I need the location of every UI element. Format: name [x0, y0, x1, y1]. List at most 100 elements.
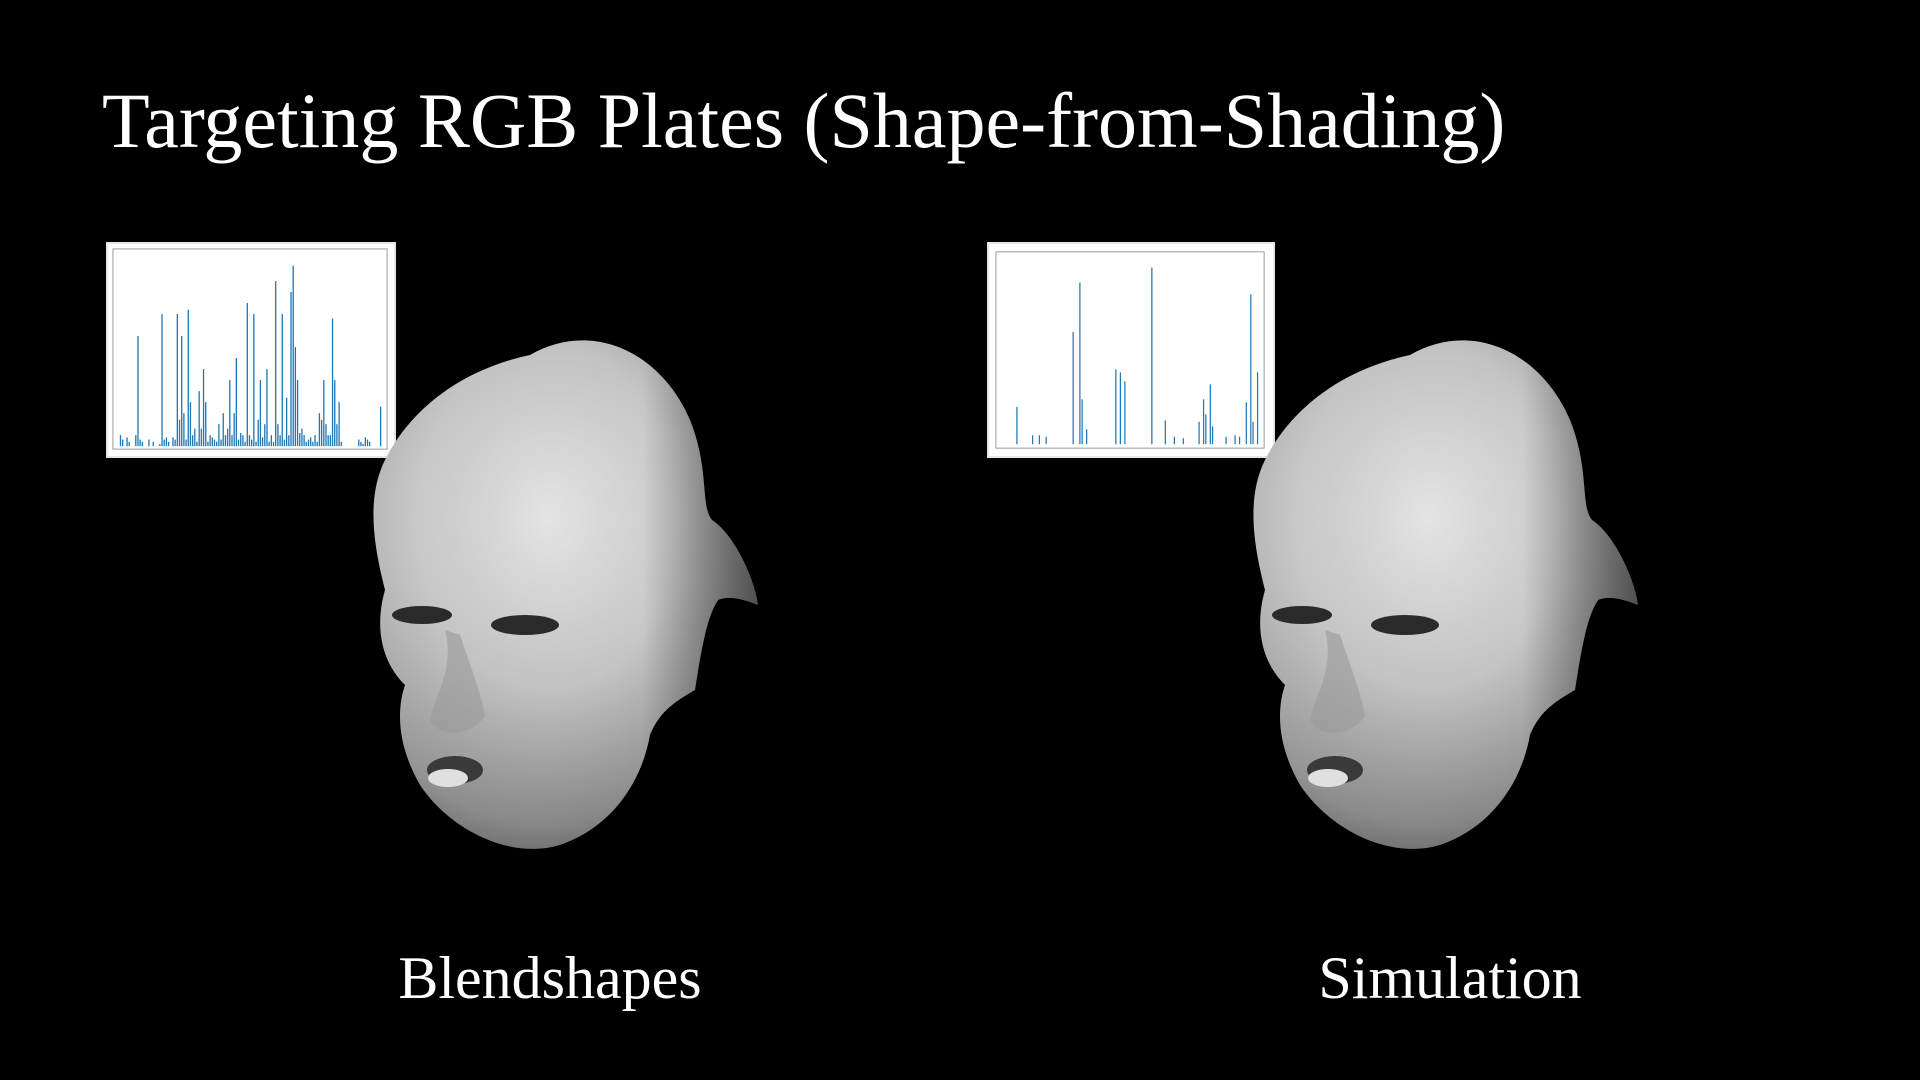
lower-lip — [428, 769, 468, 787]
chart-bar — [1046, 437, 1047, 444]
chart-bar — [172, 437, 173, 446]
chart-bar — [192, 435, 193, 446]
chart-bar — [216, 442, 217, 446]
chart-bars — [1016, 268, 1258, 445]
chart-bar — [244, 442, 245, 446]
chart-bar — [1174, 437, 1175, 444]
chart-bar — [166, 437, 167, 446]
chart-bar — [284, 440, 285, 447]
chart-bar — [188, 310, 189, 447]
chart-bar — [1210, 384, 1211, 444]
chart-bar — [338, 402, 339, 446]
caption-blendshapes: Blendshapes — [398, 948, 701, 1008]
chart-bar — [1183, 438, 1184, 444]
chart-bar — [253, 314, 254, 446]
chart-bar — [273, 442, 274, 446]
chart-bar — [336, 424, 337, 446]
right-eye — [1371, 615, 1439, 635]
chart-bar — [242, 435, 243, 446]
chart-bar — [236, 358, 237, 446]
chart-bar — [159, 444, 160, 446]
chart-bar — [268, 442, 269, 446]
chart-bar — [1151, 268, 1152, 445]
chart-bar — [153, 442, 154, 446]
chart-bar — [1225, 437, 1226, 444]
chart-bar — [262, 437, 263, 446]
chart-bar — [334, 380, 335, 446]
plot-frame — [996, 252, 1264, 448]
chart-bar — [223, 413, 224, 446]
chart-bar — [207, 442, 208, 446]
chart-bar — [179, 420, 180, 446]
chart-bar — [1079, 283, 1080, 445]
chart-bar — [286, 398, 287, 446]
chart-bar — [279, 435, 280, 446]
chart-bar — [140, 440, 141, 447]
chart-bar — [1082, 399, 1083, 444]
right-eye — [491, 615, 559, 635]
chart-bar — [301, 429, 302, 447]
chart-bar — [122, 440, 123, 447]
chart-bar — [168, 442, 169, 446]
chart-bar — [137, 336, 138, 446]
chart-bar — [196, 442, 197, 446]
chart-bar — [181, 336, 182, 446]
chart-bar — [1198, 422, 1199, 444]
chart-bar — [321, 420, 322, 446]
chart-bar — [306, 442, 307, 446]
blendshapes-weight-chart — [106, 242, 396, 458]
chart-bar — [1165, 420, 1166, 444]
chart-bar — [234, 413, 235, 446]
chart-bar — [282, 314, 283, 446]
lower-lip — [1308, 769, 1348, 787]
chart-bar — [1016, 407, 1017, 444]
chart-bar — [177, 314, 178, 446]
chart-bar — [1120, 372, 1121, 444]
chart-bar — [1124, 381, 1125, 444]
chart-bar — [148, 440, 149, 447]
chart-bar — [266, 369, 267, 446]
chart-bar — [341, 442, 342, 446]
chart-bar — [212, 437, 213, 446]
chart-bar — [330, 435, 331, 446]
chart-bar — [319, 413, 320, 446]
chart-bar — [135, 435, 136, 446]
chart-bar — [258, 420, 259, 446]
chart-bar — [247, 303, 248, 446]
chart-bar — [249, 435, 250, 446]
chart-bar — [164, 440, 165, 447]
chart-bar — [1086, 429, 1087, 444]
chart-bar — [251, 440, 252, 447]
chart-bar — [310, 437, 311, 446]
chart-bar — [264, 424, 265, 446]
chart-bar — [255, 442, 256, 446]
chart-bar — [1073, 332, 1074, 444]
chart-bar — [209, 435, 210, 446]
chart-bar — [293, 266, 294, 447]
chart-bar — [190, 402, 191, 446]
chart-bar — [120, 435, 121, 446]
chart-bar — [205, 402, 206, 446]
chart-bar — [325, 424, 326, 446]
slide-title: Targeting RGB Plates (Shape-from-Shading… — [102, 82, 1505, 160]
chart-bar — [317, 442, 318, 446]
chart-bar — [299, 433, 300, 446]
chart-bar — [328, 435, 329, 446]
chart-bar — [1212, 426, 1213, 444]
left-eye — [392, 606, 452, 624]
chart-bar — [225, 435, 226, 446]
chart-bar — [1115, 369, 1116, 444]
chart-bar — [174, 440, 175, 447]
chart-bar — [129, 442, 130, 446]
chart-bar — [238, 440, 239, 447]
chart-bar — [295, 347, 296, 446]
chart-bar — [218, 424, 219, 446]
chart-bar — [194, 429, 195, 447]
chart-bar — [1203, 399, 1204, 444]
chart-bar — [220, 440, 221, 447]
chart-bar — [312, 442, 313, 446]
chart-bar — [1205, 414, 1206, 444]
plot-frame — [113, 249, 387, 449]
chart-bar — [214, 440, 215, 447]
chart-bar — [240, 433, 241, 446]
